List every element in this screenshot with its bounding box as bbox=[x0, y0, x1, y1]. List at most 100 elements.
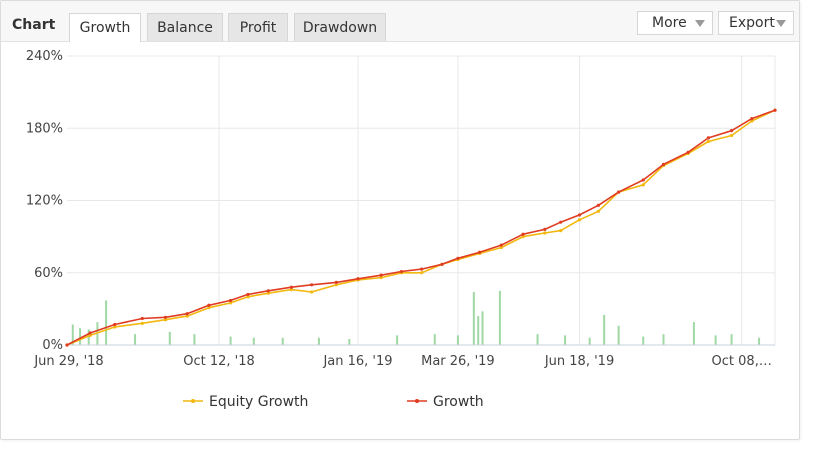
data-point bbox=[310, 290, 314, 294]
data-point bbox=[163, 318, 168, 322]
legend-marker-icon bbox=[191, 399, 195, 403]
legend-item[interactable]: Growth bbox=[407, 394, 484, 410]
volume-bars bbox=[71, 290, 761, 345]
data-point bbox=[729, 133, 734, 138]
data-point bbox=[577, 218, 582, 222]
volume-bar bbox=[564, 335, 567, 345]
data-point bbox=[113, 322, 117, 327]
x-tick-label: Jan 16, '19 bbox=[322, 354, 392, 369]
series-line-equity-growth bbox=[66, 109, 776, 346]
data-point bbox=[399, 269, 404, 274]
data-point bbox=[207, 303, 211, 307]
volume-bar bbox=[71, 324, 74, 345]
data-point bbox=[559, 229, 563, 233]
series-lines bbox=[65, 108, 777, 347]
data-point bbox=[163, 315, 168, 319]
volume-bar bbox=[758, 337, 761, 345]
data-point bbox=[559, 220, 563, 224]
data-point bbox=[617, 190, 621, 194]
x-tick-label: Oct 12, '18 bbox=[183, 354, 255, 369]
tab-drawdown[interactable]: Drawdown bbox=[294, 13, 386, 41]
tab-balance[interactable]: Balance bbox=[147, 13, 223, 41]
growth-chart: 0% 60% 120% 180% 240% Jun 29, '18 Oct 12, '18 J… bbox=[26, 49, 777, 410]
data-point bbox=[420, 267, 424, 271]
data-point bbox=[521, 232, 525, 236]
chevron-down-icon bbox=[776, 20, 786, 27]
grid-lines bbox=[67, 55, 776, 346]
data-point bbox=[729, 129, 734, 133]
y-tick-label: 120% bbox=[26, 194, 63, 209]
volume-bar bbox=[134, 334, 137, 345]
data-point bbox=[499, 243, 503, 247]
data-point bbox=[246, 295, 250, 299]
data-point bbox=[310, 283, 314, 287]
x-tick-label: Jun 29, '18 bbox=[33, 354, 103, 369]
data-point bbox=[641, 183, 645, 187]
volume-bar bbox=[588, 337, 591, 345]
data-point bbox=[65, 343, 69, 347]
series-line-growth bbox=[66, 109, 776, 346]
legend-marker-icon bbox=[415, 399, 419, 403]
data-point bbox=[334, 280, 338, 284]
volume-bar bbox=[456, 335, 459, 345]
volume-bar bbox=[193, 334, 196, 345]
data-point bbox=[379, 273, 383, 277]
volume-bar bbox=[87, 329, 90, 345]
data-point bbox=[543, 231, 547, 235]
volume-bar bbox=[281, 337, 284, 345]
volume-bar bbox=[396, 335, 399, 345]
volume-bar bbox=[730, 334, 733, 345]
volume-bar bbox=[168, 331, 171, 345]
export-dropdown[interactable]: Export bbox=[718, 11, 794, 35]
legend-item[interactable]: Equity Growth bbox=[183, 394, 308, 410]
volume-bar bbox=[498, 290, 501, 345]
chevron-down-icon bbox=[695, 20, 705, 27]
legend-label: Growth bbox=[433, 394, 484, 410]
tab-profit[interactable]: Profit bbox=[228, 13, 288, 41]
tab-growth[interactable]: Growth bbox=[69, 13, 141, 42]
x-tick-label: Oct 08,… bbox=[712, 354, 772, 369]
data-point bbox=[456, 256, 460, 260]
volume-bar bbox=[617, 325, 620, 345]
volume-bar bbox=[714, 335, 717, 345]
volume-bar bbox=[642, 336, 645, 345]
y-tick-label: 180% bbox=[26, 121, 63, 136]
chart-toolbar: Chart Growth Balance Profit Drawdown Mor… bbox=[1, 1, 799, 42]
data-point bbox=[420, 271, 424, 275]
data-point bbox=[379, 275, 383, 280]
axes: 0% 60% 120% 180% 240% Jun 29, '18 Oct 12, '18 J… bbox=[26, 49, 775, 369]
data-point bbox=[661, 162, 666, 166]
volume-bar bbox=[317, 337, 320, 345]
data-point bbox=[440, 262, 444, 266]
panel-title: Chart bbox=[12, 17, 56, 33]
volume-bar bbox=[79, 328, 82, 345]
data-point bbox=[266, 291, 270, 295]
volume-bar bbox=[252, 337, 255, 345]
data-point bbox=[229, 298, 233, 303]
volume-bar bbox=[348, 338, 351, 345]
data-point bbox=[246, 292, 250, 297]
data-point bbox=[706, 139, 710, 144]
data-point bbox=[289, 288, 294, 292]
data-point bbox=[88, 333, 92, 337]
volume-bar bbox=[105, 300, 108, 345]
data-point bbox=[521, 235, 525, 239]
data-point bbox=[686, 150, 690, 154]
data-point bbox=[266, 289, 270, 293]
data-point bbox=[113, 325, 117, 329]
more-label: More bbox=[652, 15, 687, 31]
legend: Equity Growth Growth bbox=[183, 394, 484, 410]
legend-label: Equity Growth bbox=[209, 394, 308, 410]
data-point bbox=[229, 301, 233, 305]
volume-bar bbox=[662, 334, 665, 345]
y-tick-label: 60% bbox=[34, 266, 63, 281]
volume-bar bbox=[433, 334, 436, 345]
data-point bbox=[750, 117, 754, 121]
x-tick-label: Jun 18, '19 bbox=[544, 354, 614, 369]
volume-bar bbox=[229, 336, 232, 345]
y-tick-label: 240% bbox=[26, 49, 63, 64]
more-dropdown[interactable]: More bbox=[637, 11, 713, 35]
data-point bbox=[596, 203, 600, 207]
data-point bbox=[577, 213, 582, 217]
data-point bbox=[289, 285, 294, 289]
